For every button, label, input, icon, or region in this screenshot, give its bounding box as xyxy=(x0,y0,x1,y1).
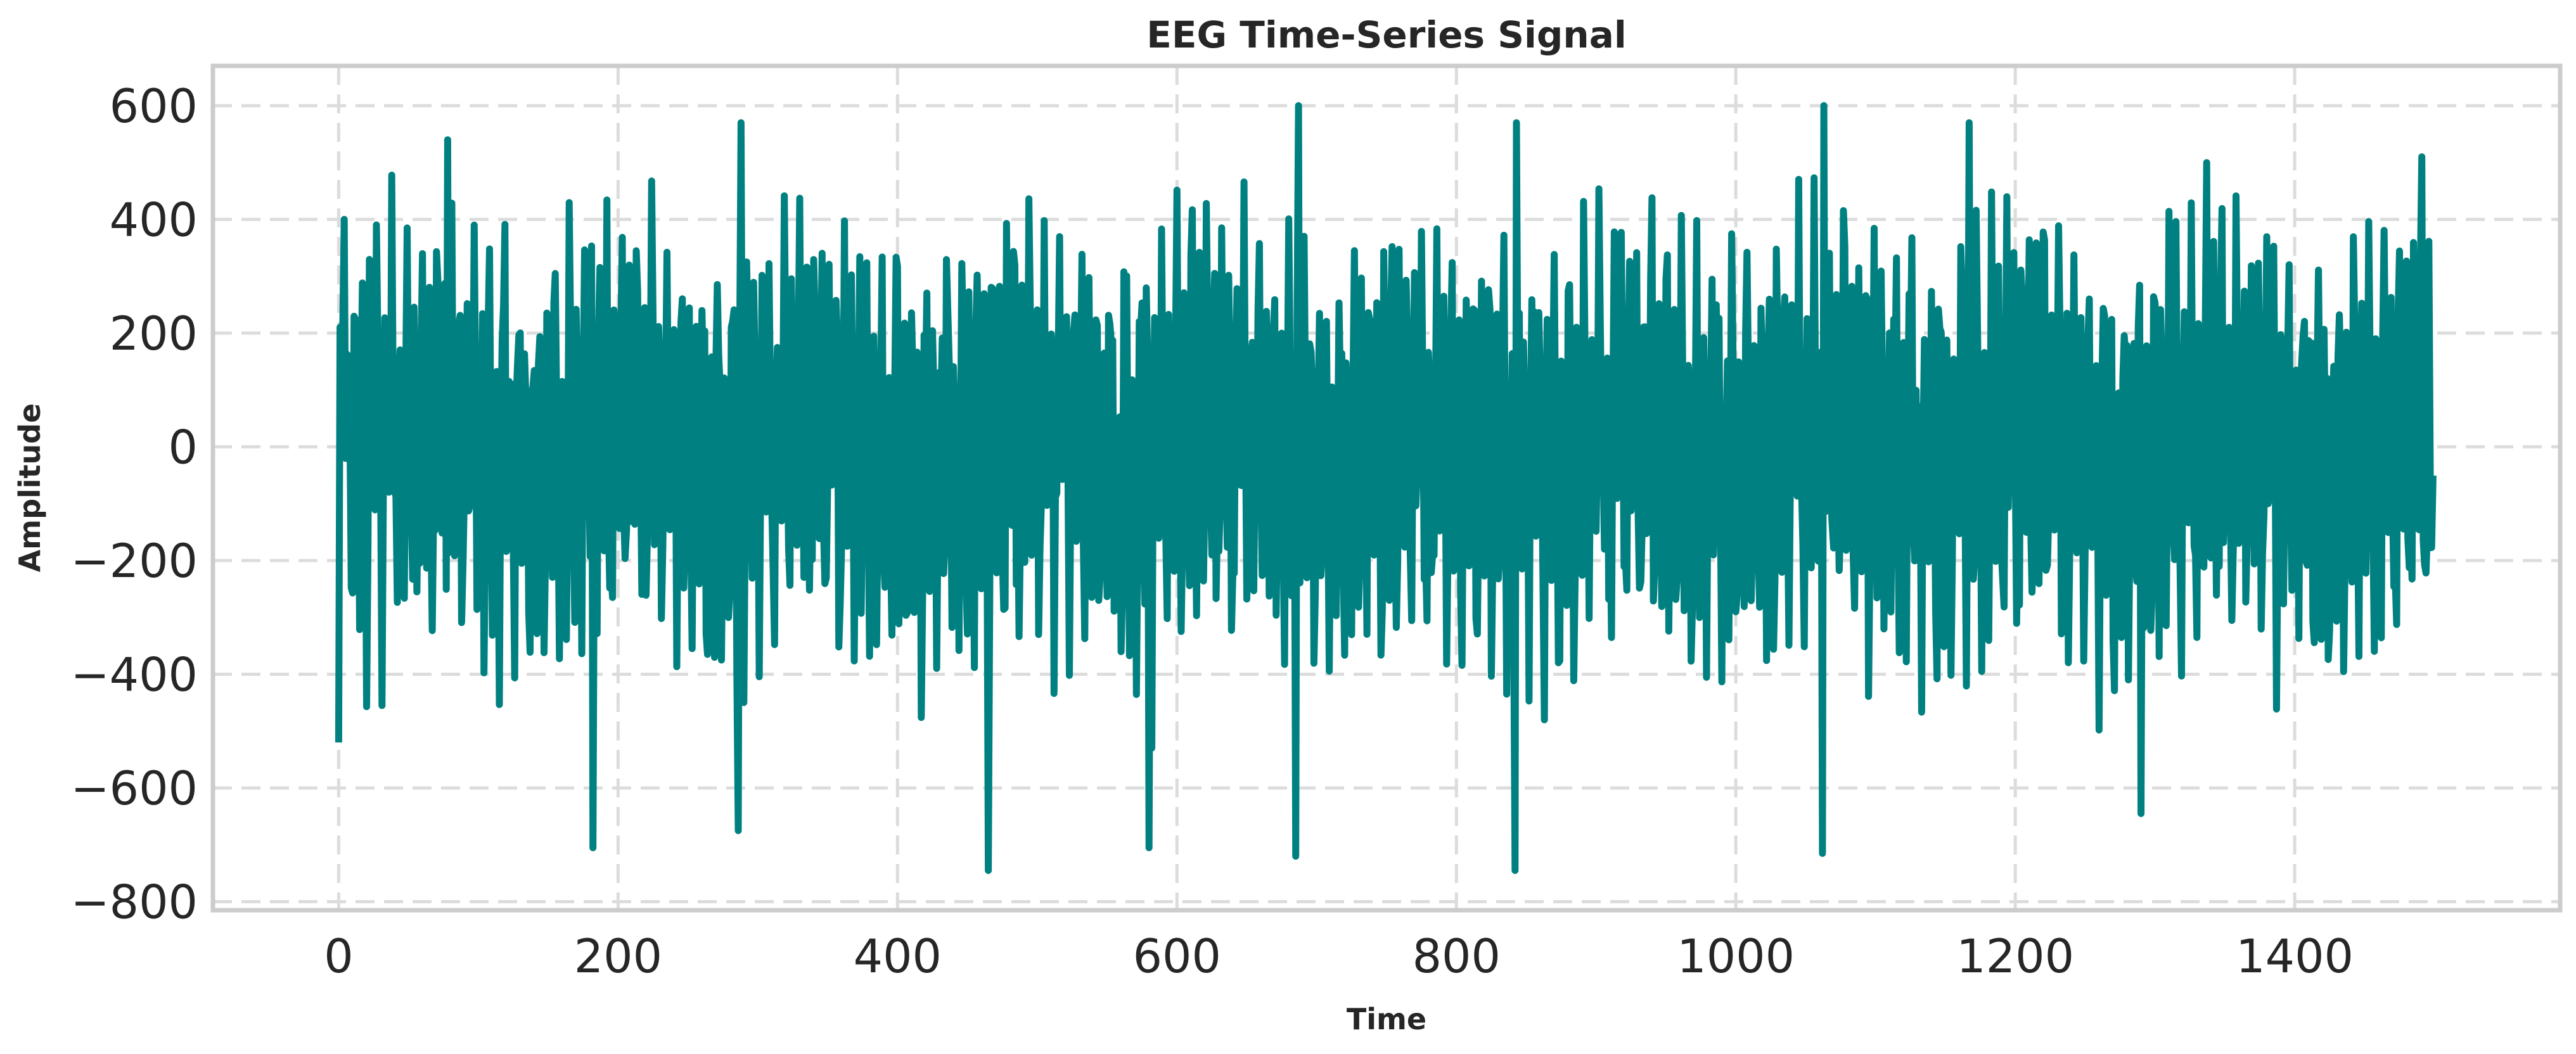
x-tick-label: 1400 xyxy=(2236,930,2354,984)
x-tick-label: 0 xyxy=(324,930,353,984)
x-axis-ticks: 0 200 400 600 800 1000 1200 1400 xyxy=(324,930,2354,984)
x-tick-label: 400 xyxy=(854,930,942,984)
y-tick-label: −800 xyxy=(70,876,198,930)
y-tick-label: −400 xyxy=(70,648,198,702)
x-axis-label: Time xyxy=(1347,1002,1426,1036)
x-tick-label: 600 xyxy=(1133,930,1221,984)
x-tick-label: 800 xyxy=(1413,930,1501,984)
y-tick-label: 400 xyxy=(110,193,198,247)
plot-area xyxy=(335,102,2437,874)
y-tick-label: 0 xyxy=(169,421,198,474)
y-axis-ticks: 600 400 200 0 −200 −400 −600 −800 xyxy=(70,80,198,930)
x-tick-label: 200 xyxy=(574,930,662,984)
chart-title: EEG Time-Series Signal xyxy=(1146,13,1626,56)
y-tick-label: −600 xyxy=(70,762,198,816)
y-axis-label: Amplitude xyxy=(13,403,47,573)
plot-frame xyxy=(210,63,2563,913)
y-tick-label: 200 xyxy=(110,307,198,361)
y-tick-label: −200 xyxy=(70,535,198,588)
y-tick-label: 600 xyxy=(110,80,198,134)
x-tick-label: 1200 xyxy=(1956,930,2074,984)
x-tick-label: 1000 xyxy=(1677,930,1795,984)
eeg-signal-line xyxy=(335,102,2437,874)
